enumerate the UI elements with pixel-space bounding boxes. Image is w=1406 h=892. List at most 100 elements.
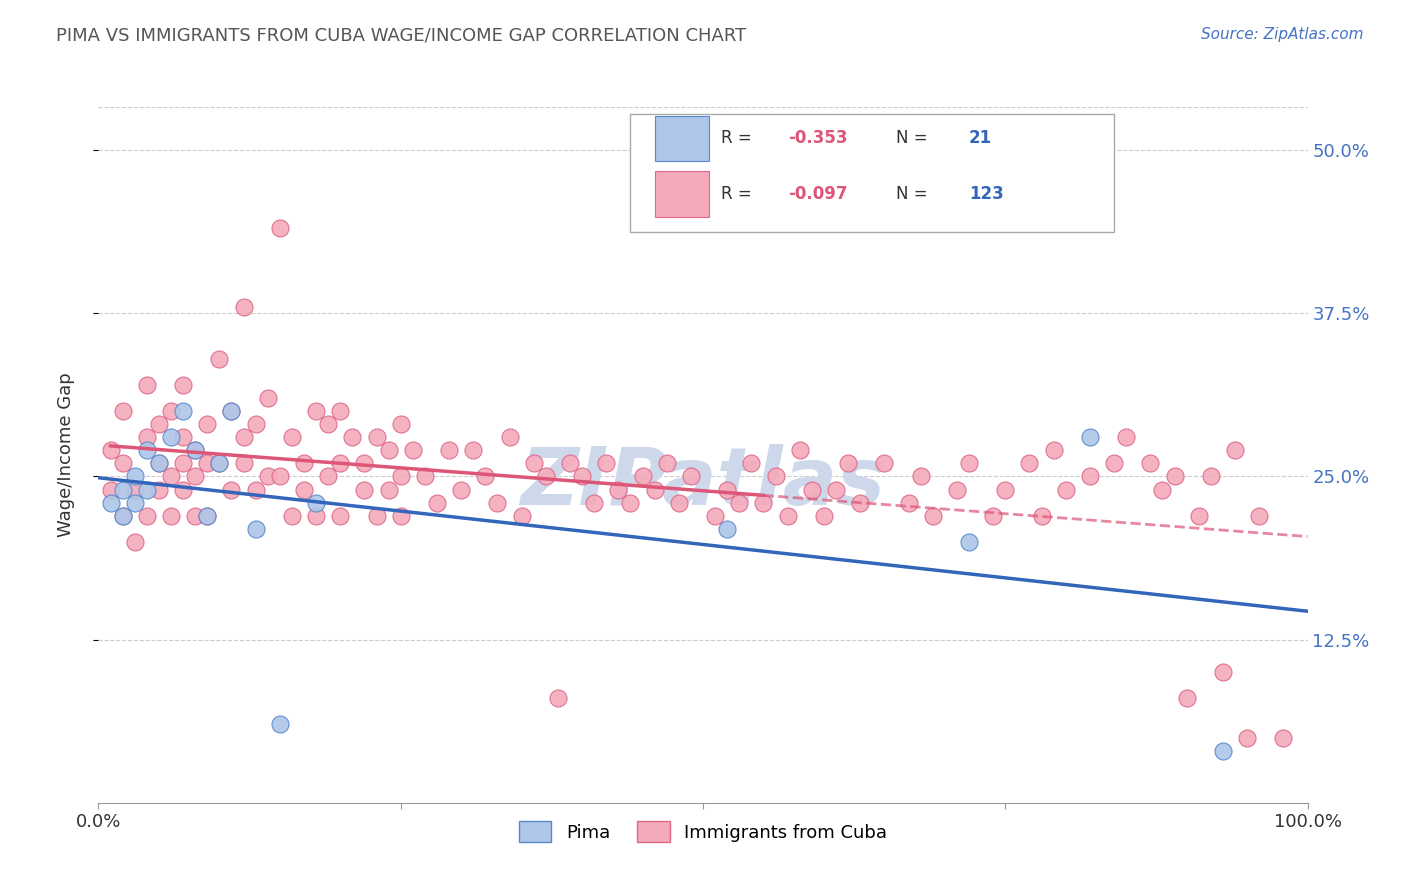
Point xyxy=(1054,483,1077,497)
Point xyxy=(329,508,352,523)
Point xyxy=(245,417,267,432)
Point xyxy=(316,469,339,483)
Point xyxy=(740,457,762,471)
Point xyxy=(172,430,194,444)
Point xyxy=(111,483,134,497)
Point xyxy=(148,457,170,471)
Point xyxy=(245,483,267,497)
Point xyxy=(316,417,339,432)
Point xyxy=(377,443,399,458)
Point xyxy=(329,457,352,471)
Point xyxy=(377,483,399,497)
Point xyxy=(124,534,146,549)
Point xyxy=(752,495,775,509)
Text: ZIPatlas: ZIPatlas xyxy=(520,443,886,522)
Point xyxy=(1249,508,1271,523)
Point xyxy=(135,443,157,458)
Point xyxy=(1139,457,1161,471)
Text: Source: ZipAtlas.com: Source: ZipAtlas.com xyxy=(1201,27,1364,42)
Point xyxy=(1018,457,1040,471)
Point xyxy=(1175,691,1198,706)
Point xyxy=(813,508,835,523)
Point xyxy=(619,495,641,509)
Point xyxy=(1102,457,1125,471)
Point xyxy=(111,508,134,523)
Y-axis label: Wage/Income Gap: Wage/Income Gap xyxy=(56,373,75,537)
Point xyxy=(366,508,388,523)
Point xyxy=(124,483,146,497)
Point xyxy=(547,691,569,706)
Point xyxy=(221,483,243,497)
Point xyxy=(389,508,412,523)
Point xyxy=(897,495,920,509)
Point xyxy=(595,457,617,471)
Point xyxy=(463,443,485,458)
Point xyxy=(389,469,412,483)
Point xyxy=(1272,731,1295,745)
Point xyxy=(269,221,291,235)
Point xyxy=(281,430,304,444)
Point xyxy=(849,495,872,509)
Point xyxy=(1078,469,1101,483)
Point xyxy=(655,457,678,471)
Point xyxy=(221,404,243,418)
Point xyxy=(668,495,690,509)
Point xyxy=(957,457,980,471)
Point xyxy=(256,469,278,483)
Point xyxy=(221,404,243,418)
Point xyxy=(195,508,218,523)
Point xyxy=(195,457,218,471)
Point xyxy=(353,457,375,471)
Point xyxy=(124,469,146,483)
Point xyxy=(232,430,254,444)
Point xyxy=(1031,508,1053,523)
Point xyxy=(534,469,557,483)
FancyBboxPatch shape xyxy=(630,114,1114,232)
Point xyxy=(631,469,654,483)
Point xyxy=(172,404,194,418)
Point xyxy=(305,508,328,523)
Point xyxy=(208,457,231,471)
Point xyxy=(1188,508,1211,523)
Point xyxy=(281,508,304,523)
Point xyxy=(100,495,122,509)
Legend: Pima, Immigrants from Cuba: Pima, Immigrants from Cuba xyxy=(512,814,894,849)
Point xyxy=(1212,665,1234,680)
Point xyxy=(981,508,1004,523)
Text: PIMA VS IMMIGRANTS FROM CUBA WAGE/INCOME GAP CORRELATION CHART: PIMA VS IMMIGRANTS FROM CUBA WAGE/INCOME… xyxy=(56,27,747,45)
Point xyxy=(184,443,207,458)
Text: N =: N = xyxy=(897,129,934,147)
Point xyxy=(208,457,231,471)
Point xyxy=(994,483,1017,497)
Point xyxy=(292,483,315,497)
Point xyxy=(413,469,436,483)
Point xyxy=(1236,731,1258,745)
Point xyxy=(1152,483,1174,497)
Point xyxy=(160,404,183,418)
Text: N =: N = xyxy=(897,185,934,202)
Point xyxy=(269,469,291,483)
Point xyxy=(571,469,593,483)
Bar xyxy=(655,171,709,217)
Point xyxy=(1115,430,1137,444)
Text: 123: 123 xyxy=(969,185,1004,202)
Point xyxy=(789,443,811,458)
Text: -0.353: -0.353 xyxy=(787,129,848,147)
Point xyxy=(437,443,460,458)
Text: R =: R = xyxy=(721,185,758,202)
Point xyxy=(389,417,412,432)
Point xyxy=(208,351,231,366)
Point xyxy=(583,495,606,509)
Point xyxy=(256,391,278,405)
Point xyxy=(245,522,267,536)
Point xyxy=(195,417,218,432)
Point xyxy=(184,469,207,483)
Point xyxy=(474,469,496,483)
Point xyxy=(873,457,896,471)
Point xyxy=(523,457,546,471)
Point xyxy=(111,457,134,471)
Point xyxy=(704,508,727,523)
Point xyxy=(1223,443,1246,458)
Point xyxy=(728,495,751,509)
Text: -0.097: -0.097 xyxy=(787,185,848,202)
